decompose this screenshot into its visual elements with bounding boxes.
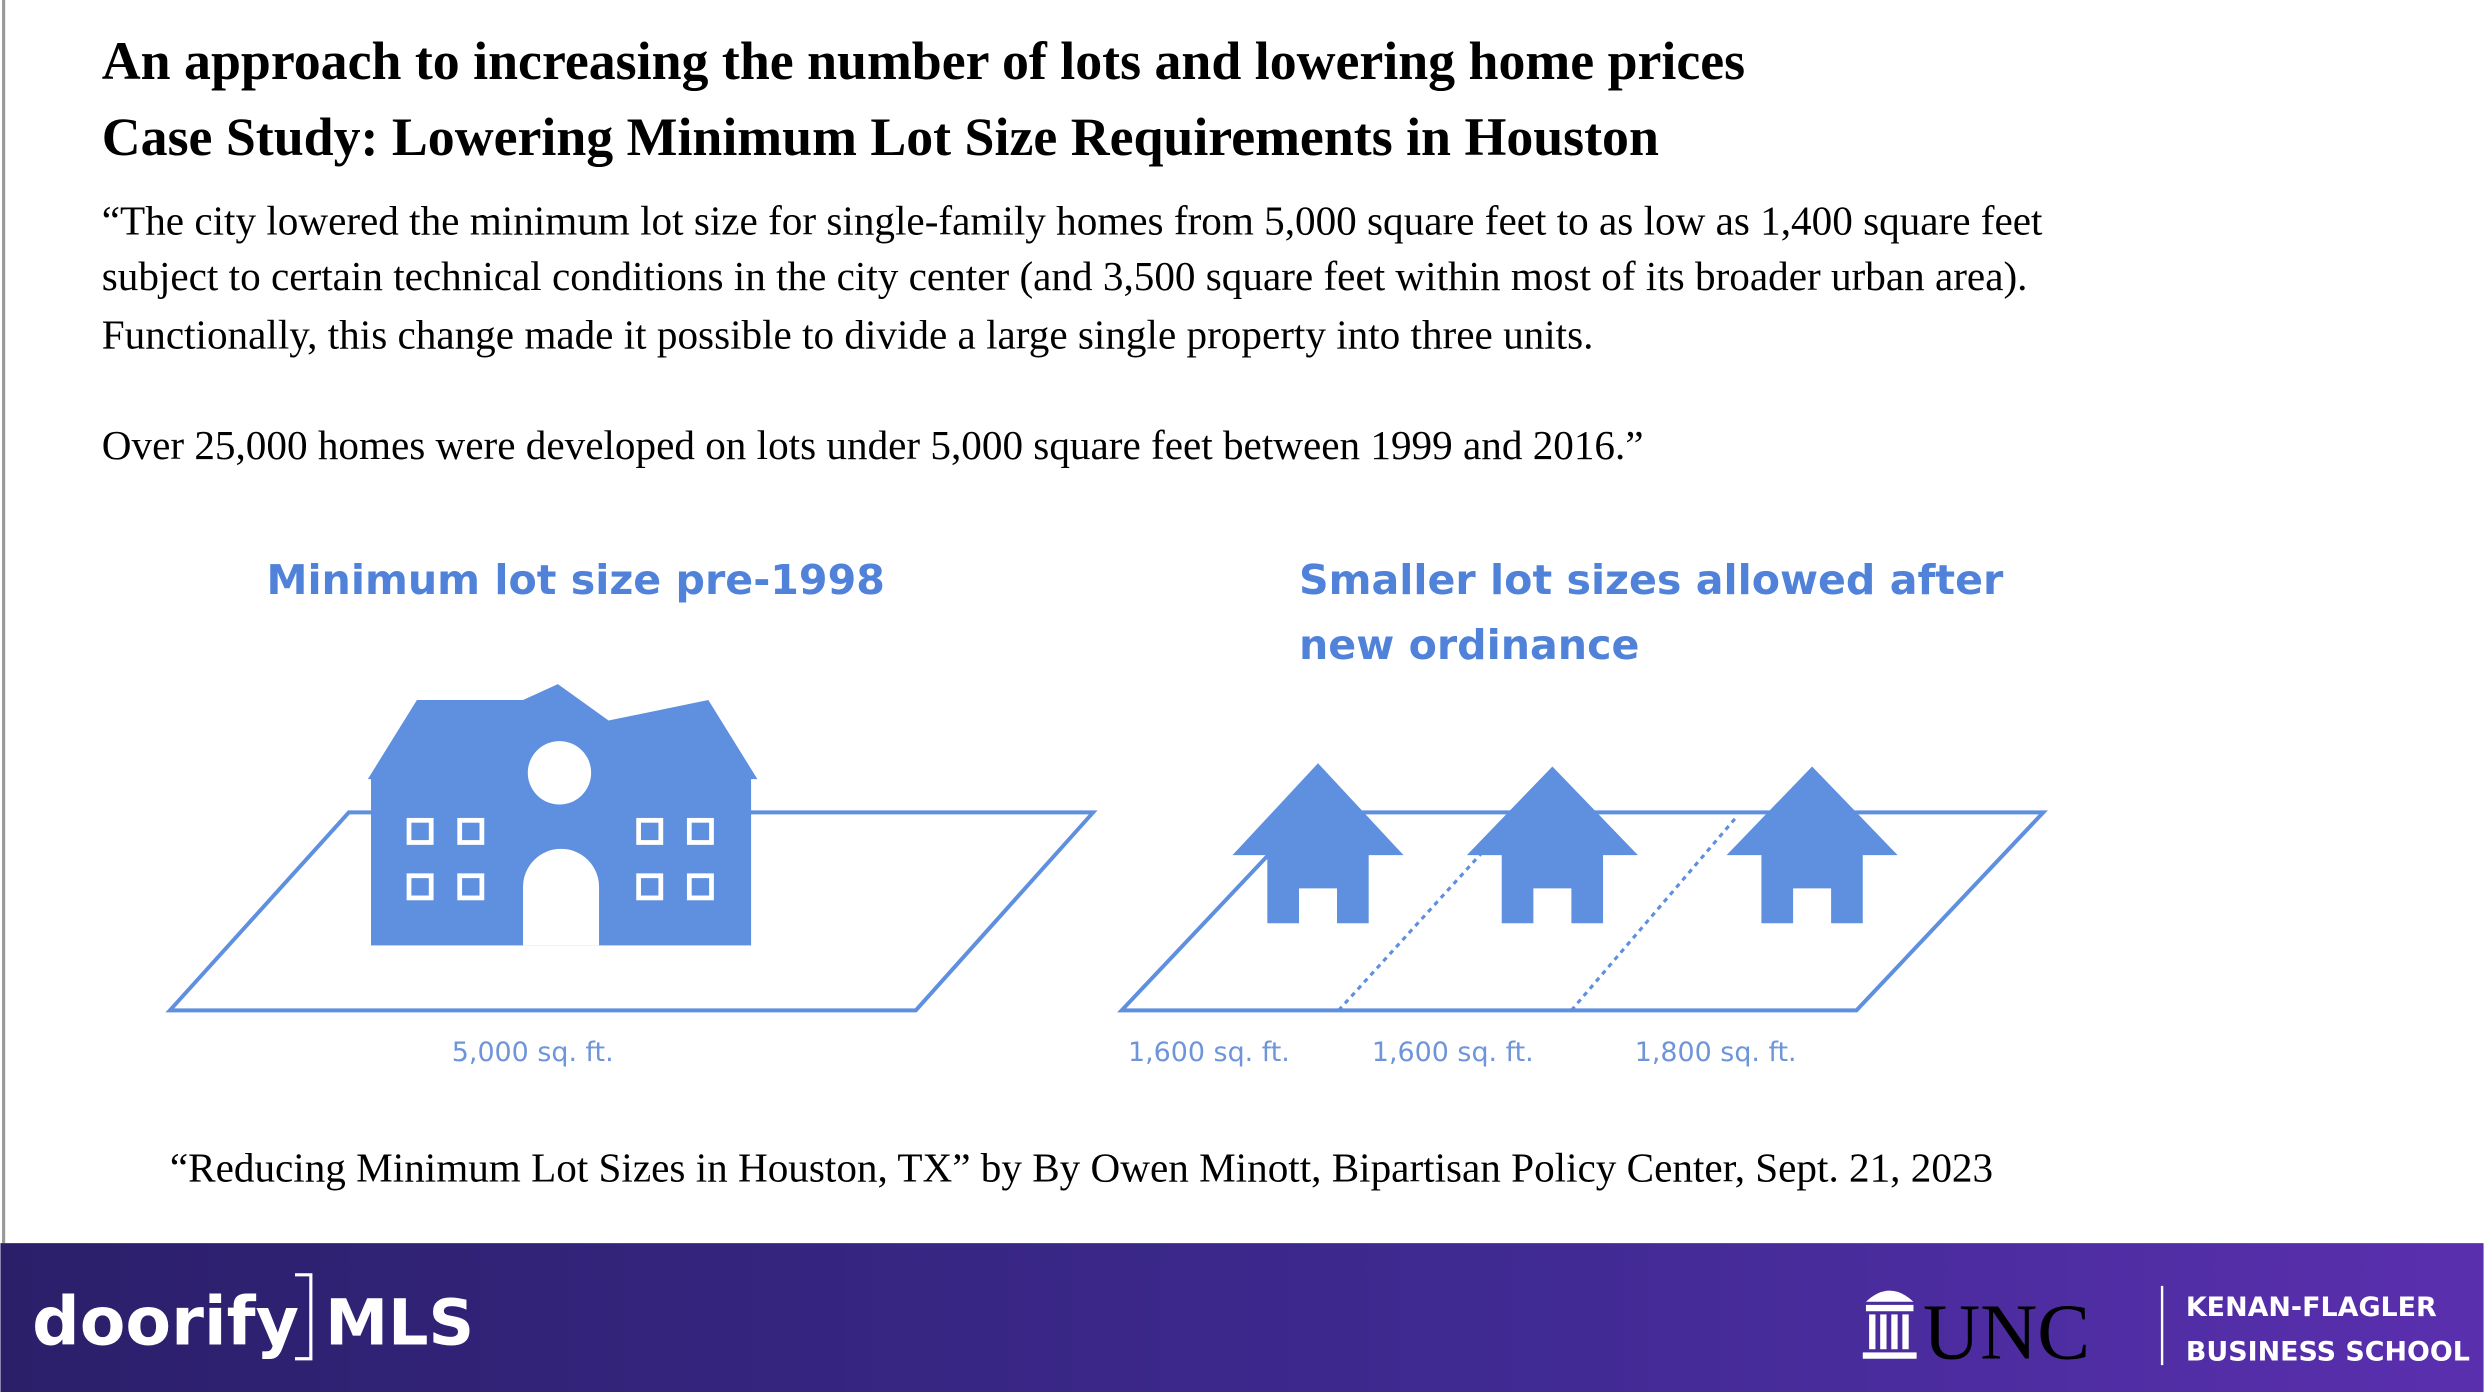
footer-band <box>0 1243 2484 1392</box>
title: Case Study: Lowering Minimum Lot Size Re… <box>102 107 1659 167</box>
quote-line: subject to certain technical conditions … <box>102 253 2028 300</box>
lot-label: 1,800 sq. ft. <box>1635 1037 1797 1068</box>
unc-icon <box>1862 1290 1917 1359</box>
brand-bracket <box>294 1273 313 1361</box>
lot-label: 5,000 sq. ft. <box>452 1037 614 1068</box>
lot-label: 1,600 sq. ft. <box>1372 1037 1534 1068</box>
diagram-title: Minimum lot size pre-1998 <box>266 556 884 604</box>
citation: “Reducing Minimum Lot Sizes in Houston, … <box>170 1144 1993 1190</box>
quote-line: Functionally, this change made it possib… <box>102 311 1594 357</box>
lot-label: 1,600 sq. ft. <box>1128 1037 1290 1068</box>
title: An approach to increasing the number of … <box>102 31 1745 91</box>
school: KENAN-FLAGLER <box>2186 1292 2437 1323</box>
small-lots <box>1117 763 2048 1013</box>
brand: doorify <box>32 1282 299 1360</box>
quote-line: “The city lowered the minimum lot size f… <box>102 197 2043 243</box>
quote-line: Over 25,000 homes were developed on lots… <box>102 422 1644 468</box>
large-lot <box>165 684 1098 1013</box>
school: BUSINESS SCHOOL <box>2186 1336 2470 1367</box>
university: UNC <box>1923 1289 2090 1377</box>
diagram-title: Smaller lot sizes allowed after <box>1299 556 2004 604</box>
diagram-title: new ordinance <box>1299 621 1639 669</box>
brand-suffix: MLS <box>325 1285 474 1359</box>
